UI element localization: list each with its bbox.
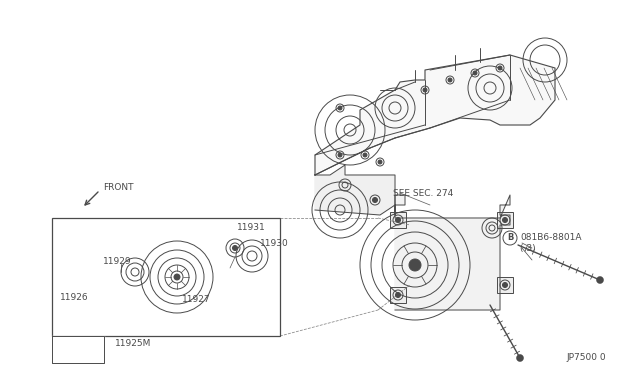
Text: 11930: 11930 xyxy=(260,240,289,248)
Circle shape xyxy=(396,292,401,298)
Polygon shape xyxy=(52,336,104,363)
Text: FRONT: FRONT xyxy=(103,183,134,192)
Circle shape xyxy=(372,198,378,202)
Circle shape xyxy=(473,71,477,75)
Circle shape xyxy=(423,88,427,92)
Polygon shape xyxy=(395,195,510,310)
Circle shape xyxy=(396,218,401,222)
Circle shape xyxy=(409,259,421,271)
Circle shape xyxy=(174,274,180,280)
Circle shape xyxy=(596,276,604,283)
Text: B: B xyxy=(507,234,513,243)
Bar xyxy=(390,212,406,228)
Bar xyxy=(497,212,513,228)
Text: 081B6-8801A: 081B6-8801A xyxy=(520,232,582,241)
Text: 11925M: 11925M xyxy=(115,340,152,349)
Circle shape xyxy=(65,317,72,324)
Bar xyxy=(497,277,513,293)
Text: 11931: 11931 xyxy=(237,224,266,232)
Text: 11926: 11926 xyxy=(60,294,88,302)
Text: 11927: 11927 xyxy=(182,295,211,305)
Bar xyxy=(52,218,280,336)
Text: SEE SEC. 274: SEE SEC. 274 xyxy=(393,189,453,198)
Bar xyxy=(390,287,406,303)
Circle shape xyxy=(502,218,508,222)
Circle shape xyxy=(498,66,502,70)
Polygon shape xyxy=(315,165,395,215)
Text: JP7500 0: JP7500 0 xyxy=(566,353,605,362)
Polygon shape xyxy=(315,55,555,175)
Text: 11929: 11929 xyxy=(103,257,132,266)
Circle shape xyxy=(516,355,524,362)
Circle shape xyxy=(338,106,342,110)
Circle shape xyxy=(338,153,342,157)
Text: ( 3): ( 3) xyxy=(520,244,536,253)
Circle shape xyxy=(378,160,382,164)
Circle shape xyxy=(232,246,237,250)
Circle shape xyxy=(363,153,367,157)
Circle shape xyxy=(502,282,508,288)
Circle shape xyxy=(448,78,452,82)
